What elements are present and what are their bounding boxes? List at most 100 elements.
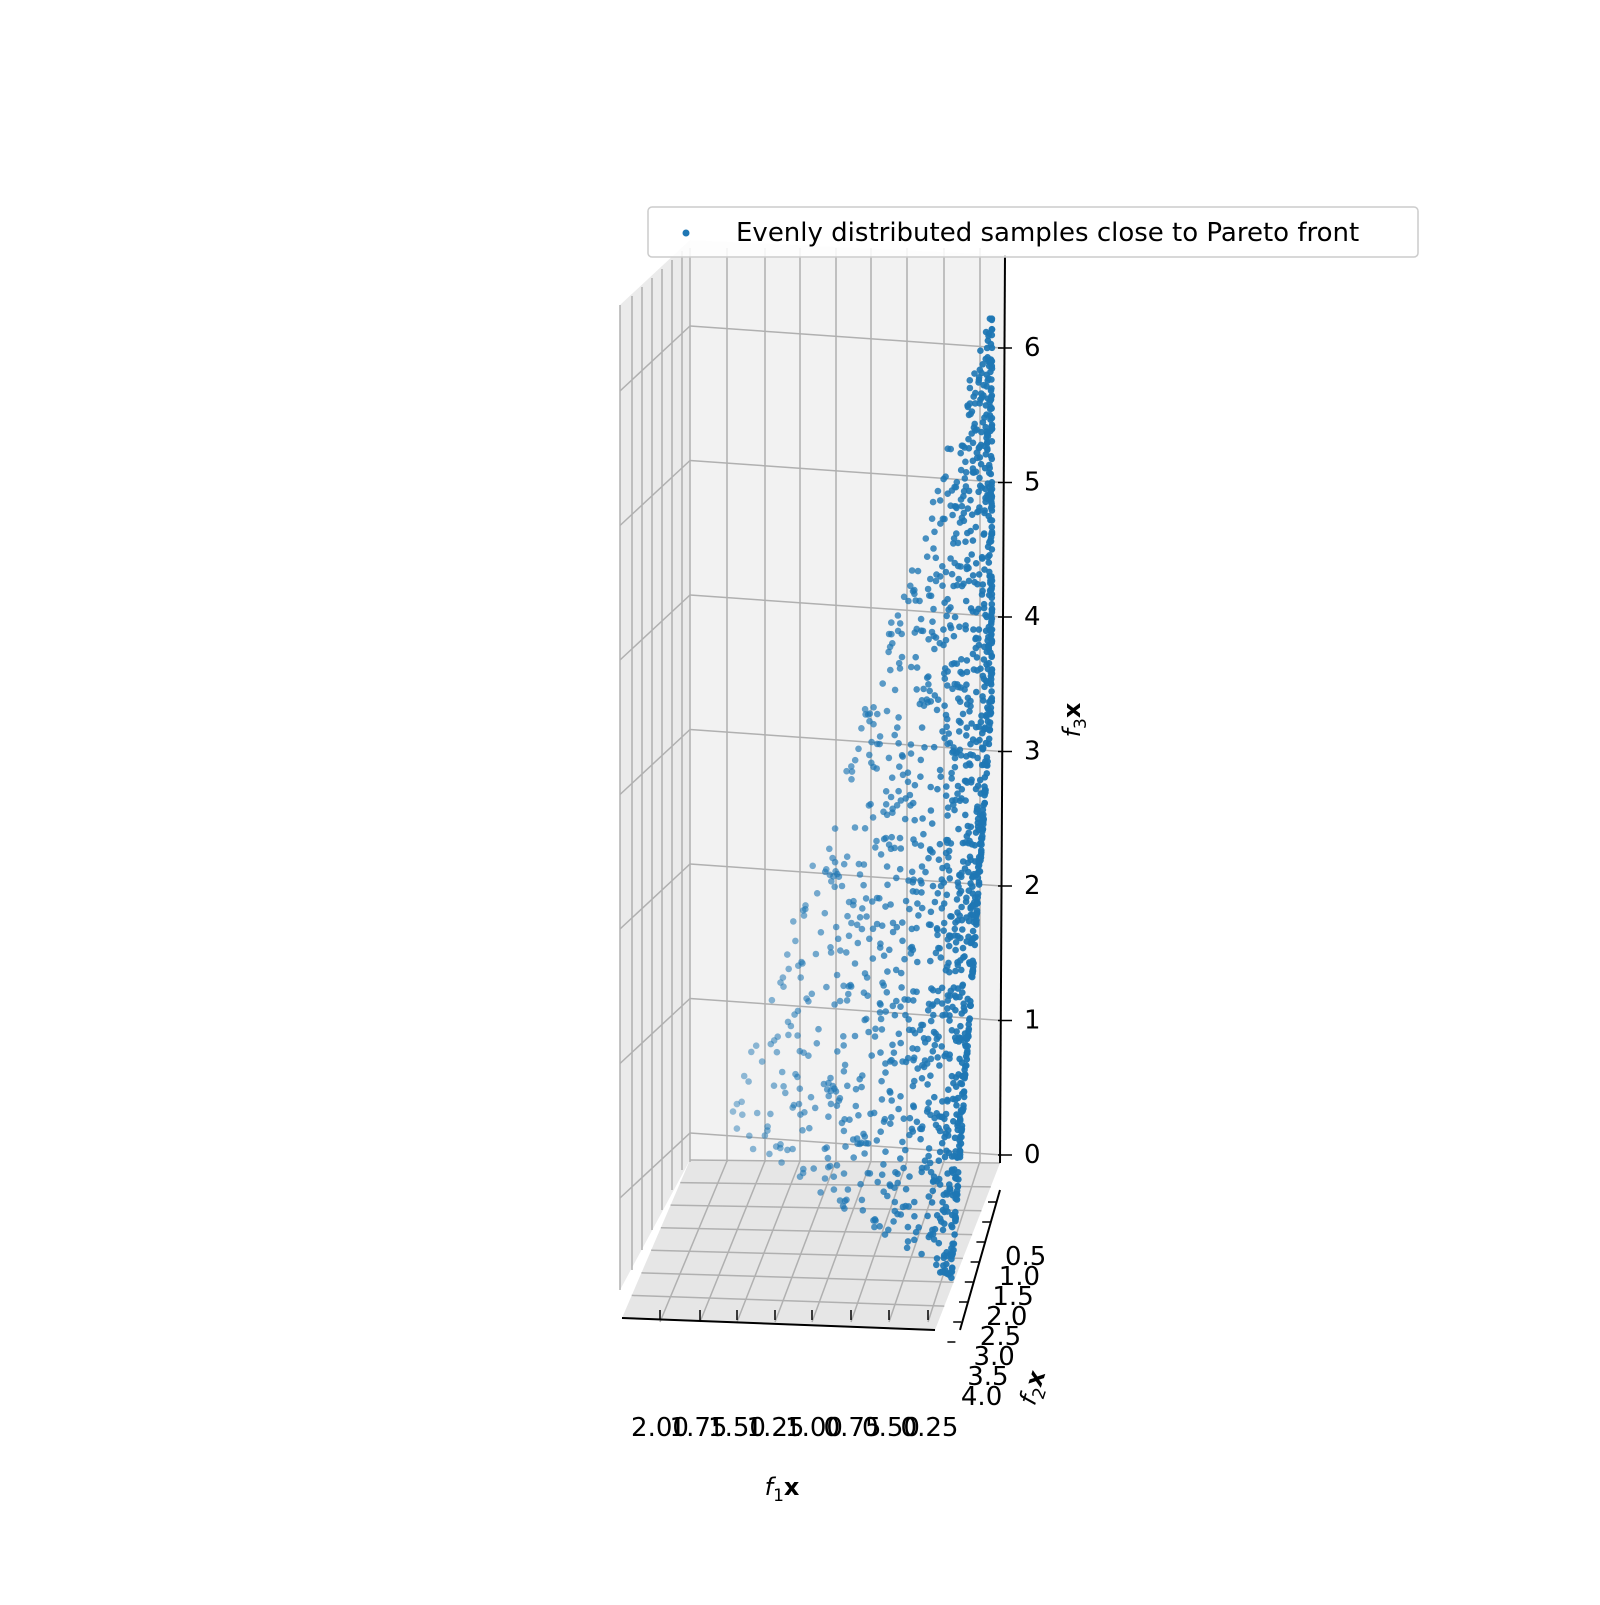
- data-point: [827, 1100, 835, 1108]
- data-point: [958, 502, 966, 510]
- data-point: [851, 756, 859, 764]
- data-point: [932, 554, 940, 562]
- data-point: [976, 736, 983, 744]
- data-point: [939, 1113, 946, 1121]
- data-point: [896, 865, 904, 873]
- data-point: [882, 801, 890, 808]
- data-point: [959, 1107, 966, 1115]
- legend: Evenly distributed samples close to Pare…: [647, 206, 1419, 258]
- data-point: [784, 1018, 792, 1026]
- data-point: [954, 790, 961, 797]
- data-point: [976, 366, 984, 374]
- data-point: [919, 627, 927, 635]
- data-point: [827, 1087, 834, 1095]
- data-point: [955, 1176, 962, 1183]
- data-point: [946, 739, 954, 747]
- data-point: [960, 517, 968, 525]
- legend-marker: [682, 229, 690, 237]
- data-point: [915, 912, 922, 919]
- data-point: [940, 641, 947, 649]
- data-point: [894, 612, 902, 619]
- x-tick-label: 1.75: [670, 1413, 728, 1443]
- data-point: [927, 921, 934, 929]
- data-point: [894, 1179, 901, 1187]
- data-point: [770, 1037, 778, 1044]
- data-point: [895, 787, 902, 795]
- floor-gridline-y: [811, 1160, 872, 1323]
- data-point: [779, 974, 787, 981]
- data-point: [937, 773, 944, 780]
- data-point: [785, 965, 792, 973]
- data-point: [869, 955, 877, 962]
- data-point: [969, 469, 977, 476]
- data-point: [971, 370, 978, 377]
- data-point: [948, 570, 956, 578]
- data-point: [897, 1155, 904, 1162]
- data-point: [833, 971, 841, 979]
- data-point: [927, 1072, 934, 1079]
- data-point: [980, 656, 988, 663]
- data-point: [880, 982, 887, 989]
- data-point: [882, 1069, 889, 1076]
- data-point: [895, 714, 902, 721]
- data-point: [980, 381, 987, 389]
- data-point: [780, 1083, 787, 1090]
- data-point: [955, 728, 963, 735]
- data-point: [973, 688, 980, 696]
- data-point: [948, 660, 956, 668]
- data-point: [778, 1068, 786, 1076]
- data-point: [918, 904, 926, 912]
- data-point: [896, 665, 904, 672]
- floor-gridline-x: [660, 1226, 973, 1236]
- data-point: [927, 807, 935, 814]
- data-point: [935, 1157, 943, 1164]
- data-point: [911, 1236, 918, 1244]
- data-point: [789, 1145, 796, 1153]
- data-point: [942, 966, 950, 974]
- data-point: [836, 1197, 844, 1204]
- data-point: [987, 504, 995, 512]
- data-point: [943, 839, 951, 846]
- data-point: [879, 680, 886, 687]
- data-point: [873, 837, 880, 845]
- data-point: [988, 585, 995, 592]
- data-point: [988, 688, 995, 695]
- data-point: [956, 698, 964, 705]
- data-point: [954, 562, 962, 570]
- data-point: [823, 983, 830, 991]
- data-point: [944, 682, 951, 689]
- data-point: [930, 1236, 938, 1243]
- data-point: [947, 1188, 954, 1195]
- data-point: [946, 1017, 953, 1024]
- data-point: [895, 1105, 902, 1113]
- scatter-points: [729, 315, 996, 1282]
- data-point: [934, 890, 942, 897]
- data-point: [764, 1127, 771, 1134]
- data-point: [797, 974, 804, 981]
- data-point: [948, 1166, 956, 1173]
- data-point: [958, 1122, 966, 1130]
- data-point: [973, 917, 980, 924]
- data-point: [962, 458, 969, 466]
- data-point: [907, 741, 915, 748]
- data-point: [794, 1032, 801, 1039]
- data-point: [799, 907, 807, 914]
- data-point: [830, 1173, 838, 1180]
- data-point: [943, 715, 951, 723]
- data-point: [883, 989, 891, 996]
- data-point: [981, 509, 988, 517]
- data-point: [843, 997, 851, 1004]
- data-point: [854, 1140, 861, 1147]
- data-point: [886, 1087, 893, 1095]
- data-point: [860, 1130, 867, 1138]
- data-point: [739, 1111, 746, 1118]
- data-point: [963, 1062, 970, 1069]
- data-point: [918, 697, 926, 704]
- data-point: [858, 1196, 866, 1204]
- floor-gridline-y: [699, 1160, 766, 1323]
- data-point: [917, 773, 924, 780]
- floor-pane: [622, 1160, 1000, 1330]
- data-point: [956, 623, 963, 631]
- data-point: [942, 1050, 950, 1058]
- data-point: [942, 849, 950, 857]
